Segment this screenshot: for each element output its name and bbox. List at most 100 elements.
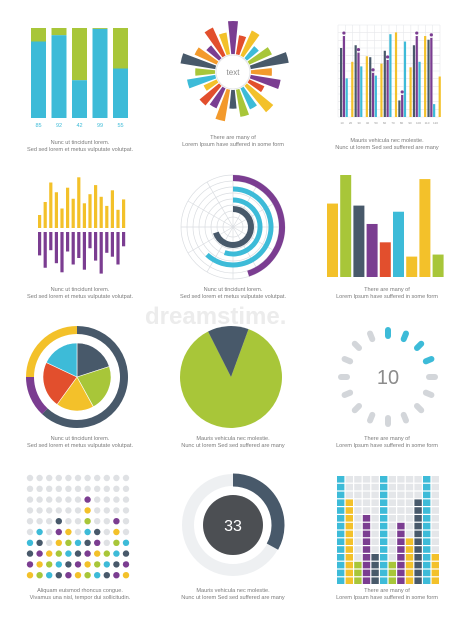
up-bar: [122, 199, 126, 228]
caption-dot-matrix: Aliquam euismod rhoncus congue. Vivamus …: [15, 588, 145, 602]
matrix-dot: [46, 474, 53, 482]
stacked-bar-bottom: [72, 80, 87, 118]
block-cell: [345, 577, 353, 584]
gauge-segment: [351, 402, 363, 414]
matrix-dot: [46, 539, 53, 546]
block-cell: [337, 491, 345, 499]
block-cell: [414, 577, 422, 584]
block-cell: [431, 522, 439, 530]
block-cell: [362, 569, 371, 577]
up-bar: [43, 202, 47, 228]
axis-tick-label: 120: [433, 121, 438, 125]
concentric-arcs-svg: [180, 174, 286, 280]
gauge-segment: [385, 415, 391, 427]
matrix-dot: [94, 507, 101, 514]
chart-simple-pie: Mauris vehicula nec molestie. Nunc ut lo…: [178, 325, 288, 455]
block-cell: [397, 499, 405, 506]
block-cell: [431, 538, 439, 545]
radial-bars-svg: text: [180, 20, 289, 122]
matrix-dot: [113, 528, 120, 536]
caption-line-2: Vivamus una nisl, tempor dui sollicitudi…: [29, 595, 131, 601]
radial-bar: [218, 32, 231, 56]
gauge-segment: [422, 356, 435, 365]
block-cell: [405, 530, 414, 538]
radial-center: [215, 54, 251, 90]
matrix-dot: [46, 496, 53, 503]
stacked-bar-top: [31, 28, 46, 42]
chart-color-bars: There are many of Lorem Ipsum have suffe…: [325, 172, 450, 307]
block-cell: [397, 530, 405, 538]
block-cell: [380, 530, 388, 538]
block-cell: [380, 546, 388, 553]
donut-center-disc: [203, 495, 263, 555]
matrix-dot: [26, 572, 34, 579]
matrix-dot: [94, 561, 101, 568]
radial-bar: [194, 47, 219, 65]
matrix-dot: [74, 572, 82, 579]
matrix-dot: [94, 572, 101, 579]
matrix-dot: [65, 518, 72, 525]
matrix-dot: [46, 528, 53, 536]
down-bar: [82, 232, 86, 270]
grouped-bar: [430, 37, 433, 117]
block-cell: [362, 476, 371, 483]
color-bar: [432, 254, 444, 277]
block-cell: [388, 577, 396, 584]
radial-bar: [235, 88, 250, 117]
block-cell: [371, 538, 379, 545]
matrix-dot: [26, 561, 34, 568]
radial-bar: [250, 68, 272, 76]
axis-tick-label: 60: [383, 121, 387, 125]
matrix-dot: [36, 474, 43, 482]
chart-donut-gauge: 33 Mauris vehicula nec molestie. Nunc ut…: [178, 470, 288, 610]
matrix-dot: [74, 550, 82, 557]
caption-line-2: Lorem Ipsum have suffered in some form: [336, 294, 438, 300]
grouped-bar: [357, 52, 360, 117]
matrix-dot: [65, 474, 72, 482]
block-cell: [371, 561, 379, 569]
caption-line-1: Mauris vehicula nec molestie.: [196, 436, 270, 442]
caption-radial: There are many of Lorem Ipsum have suffe…: [168, 135, 298, 149]
grid-spoke: [206, 181, 234, 228]
grouped-bar: [412, 45, 416, 117]
matrix-dot: [122, 496, 130, 503]
radial-bar: [247, 79, 265, 93]
block-cell: [388, 499, 396, 506]
grouped-bar: [354, 45, 357, 117]
matrix-dot: [103, 561, 111, 568]
down-bar: [77, 232, 81, 258]
radial-bar: [244, 46, 259, 61]
matrix-dot: [113, 518, 120, 525]
caption-line-1: Nunc ut tincidunt lorem.: [50, 287, 110, 293]
matrix-dot: [84, 507, 91, 514]
caption-line-1: Nunc ut tincidunt lorem.: [50, 436, 110, 442]
block-cell: [362, 499, 371, 506]
radial-bar: [249, 52, 289, 70]
matrix-dot: [65, 496, 72, 503]
grouped-bar: [418, 61, 421, 117]
down-bar: [110, 232, 114, 257]
block-cell: [423, 483, 431, 491]
caption-line-1: Nunc ut tincidunt lorem.: [50, 140, 110, 146]
block-cell: [414, 515, 422, 522]
grouped-bar: [345, 78, 348, 117]
matrix-dot: [103, 507, 111, 514]
gauge-segment: [426, 374, 438, 380]
stacked-bar-bottom: [92, 28, 108, 118]
block-cell: [405, 561, 414, 569]
matrix-dot: [84, 485, 91, 492]
grid-spoke: [206, 226, 234, 273]
matrix-dot: [26, 550, 34, 557]
stacked-bar-bottom: [31, 41, 46, 118]
dot-matrix-svg: [26, 474, 130, 579]
caption-line-1: There are many of: [364, 287, 410, 293]
block-cell: [371, 483, 379, 491]
block-cell: [371, 491, 379, 499]
matrix-dot: [55, 550, 62, 557]
block-cell: [337, 569, 345, 577]
matrix-dot: [94, 528, 101, 536]
donut-center-value: 33: [224, 518, 242, 535]
block-cell: [431, 507, 439, 514]
axis-tick-label: 80: [400, 121, 404, 125]
bar-marker: [386, 55, 390, 59]
